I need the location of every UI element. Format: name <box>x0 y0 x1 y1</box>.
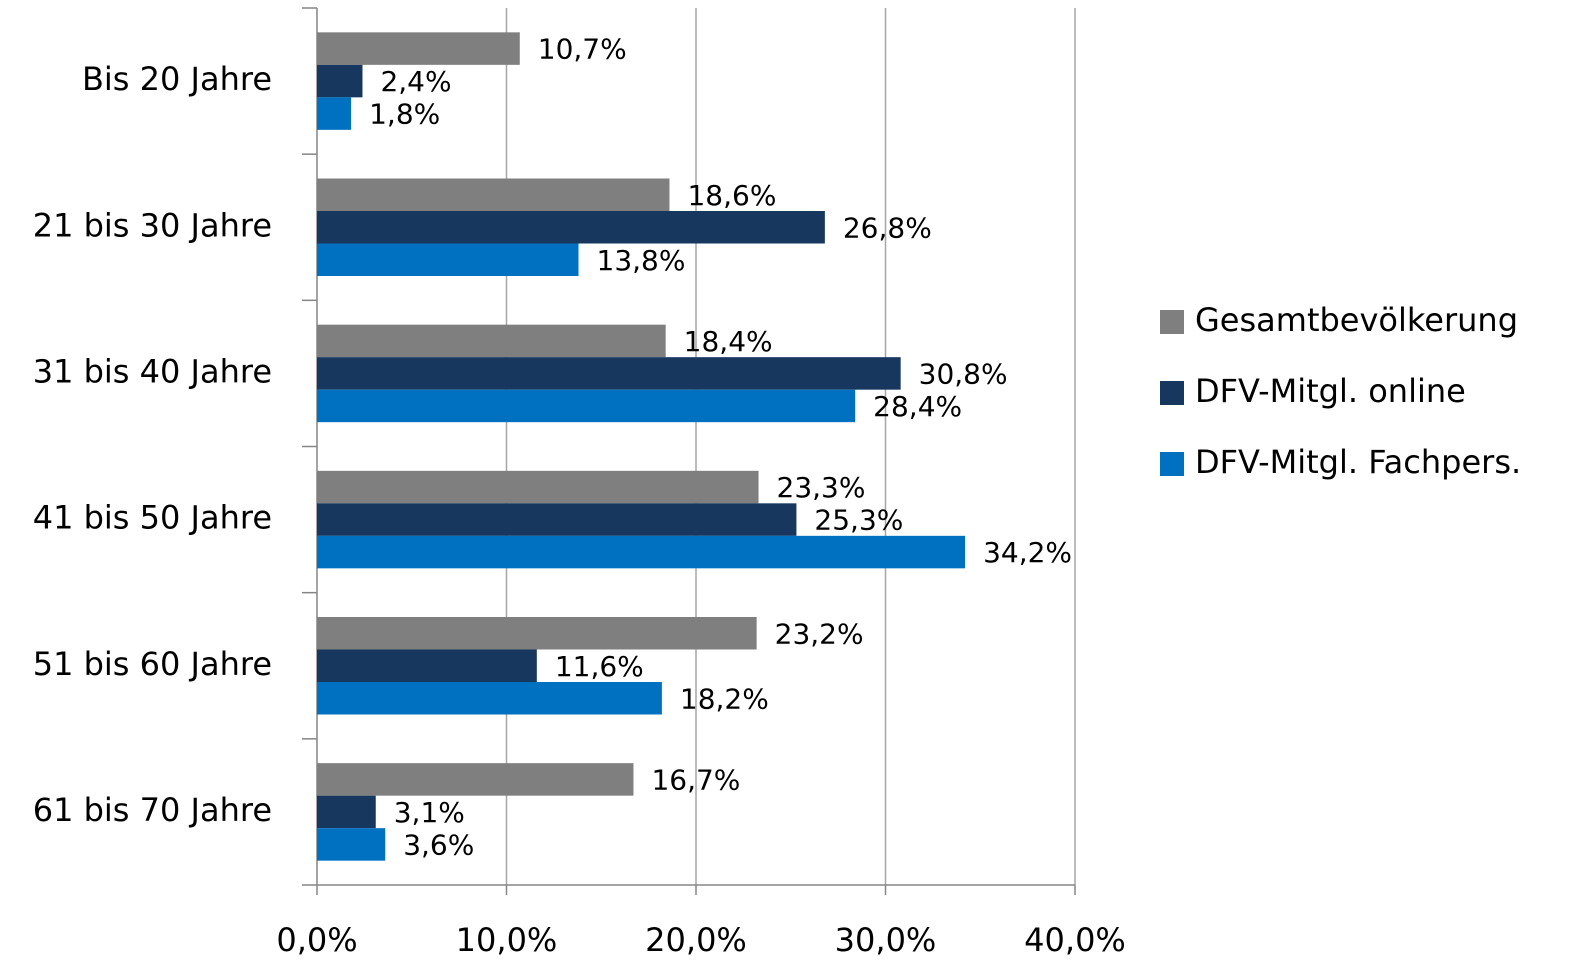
legend-label: DFV-Mitgl. Fachpers. <box>1195 443 1521 481</box>
bar <box>317 763 634 796</box>
value-label: 11,6% <box>555 650 644 683</box>
value-label: 2,4% <box>380 65 451 98</box>
bar <box>317 828 386 861</box>
value-label: 16,7% <box>651 763 740 796</box>
value-label: 18,4% <box>684 325 773 358</box>
bar <box>317 503 797 536</box>
bar <box>317 211 825 244</box>
x-tick-label: 20,0% <box>645 921 747 959</box>
x-tick-label: 0,0% <box>276 921 357 959</box>
category-label: 31 bis 40 Jahre <box>33 352 272 390</box>
legend-swatch <box>1160 310 1184 334</box>
bar <box>317 682 662 715</box>
value-label: 18,6% <box>687 179 776 212</box>
bar <box>317 243 579 276</box>
x-tick-label: 10,0% <box>456 921 558 959</box>
bar <box>317 97 352 130</box>
bar <box>317 178 670 211</box>
value-label: 34,2% <box>983 536 1072 569</box>
bar <box>317 535 966 569</box>
legend-swatch <box>1160 381 1184 405</box>
bar <box>317 795 376 829</box>
legend-label: DFV-Mitgl. online <box>1195 372 1466 410</box>
bar <box>317 324 666 358</box>
value-label: 25,3% <box>814 504 903 537</box>
bar <box>317 32 520 65</box>
value-label: 3,6% <box>403 828 474 861</box>
value-label: 18,2% <box>680 682 769 715</box>
x-tick-label: 40,0% <box>1024 921 1126 959</box>
value-label: 23,2% <box>775 617 864 650</box>
value-label: 1,8% <box>369 98 440 131</box>
bar <box>317 64 363 98</box>
category-label: 41 bis 50 Jahre <box>33 499 272 537</box>
category-label: 21 bis 30 Jahre <box>33 206 272 244</box>
value-label: 26,8% <box>843 211 932 244</box>
category-label: Bis 20 Jahre <box>82 60 272 98</box>
value-label: 23,3% <box>777 471 866 504</box>
bar <box>317 357 901 390</box>
x-tick-label: 30,0% <box>835 921 937 959</box>
bar <box>317 389 856 423</box>
category-label: 61 bis 70 Jahre <box>33 791 272 829</box>
bar <box>317 649 537 682</box>
value-label: 10,7% <box>538 33 627 66</box>
bar <box>317 470 759 504</box>
value-label: 3,1% <box>394 796 465 829</box>
value-label: 28,4% <box>873 390 962 423</box>
value-label: 13,8% <box>597 244 686 277</box>
legend-swatch <box>1160 452 1184 476</box>
value-label: 30,8% <box>919 357 1008 390</box>
legend-label: Gesamtbevölkerung <box>1195 301 1518 339</box>
category-label: 51 bis 60 Jahre <box>33 645 272 683</box>
bar <box>317 617 757 650</box>
